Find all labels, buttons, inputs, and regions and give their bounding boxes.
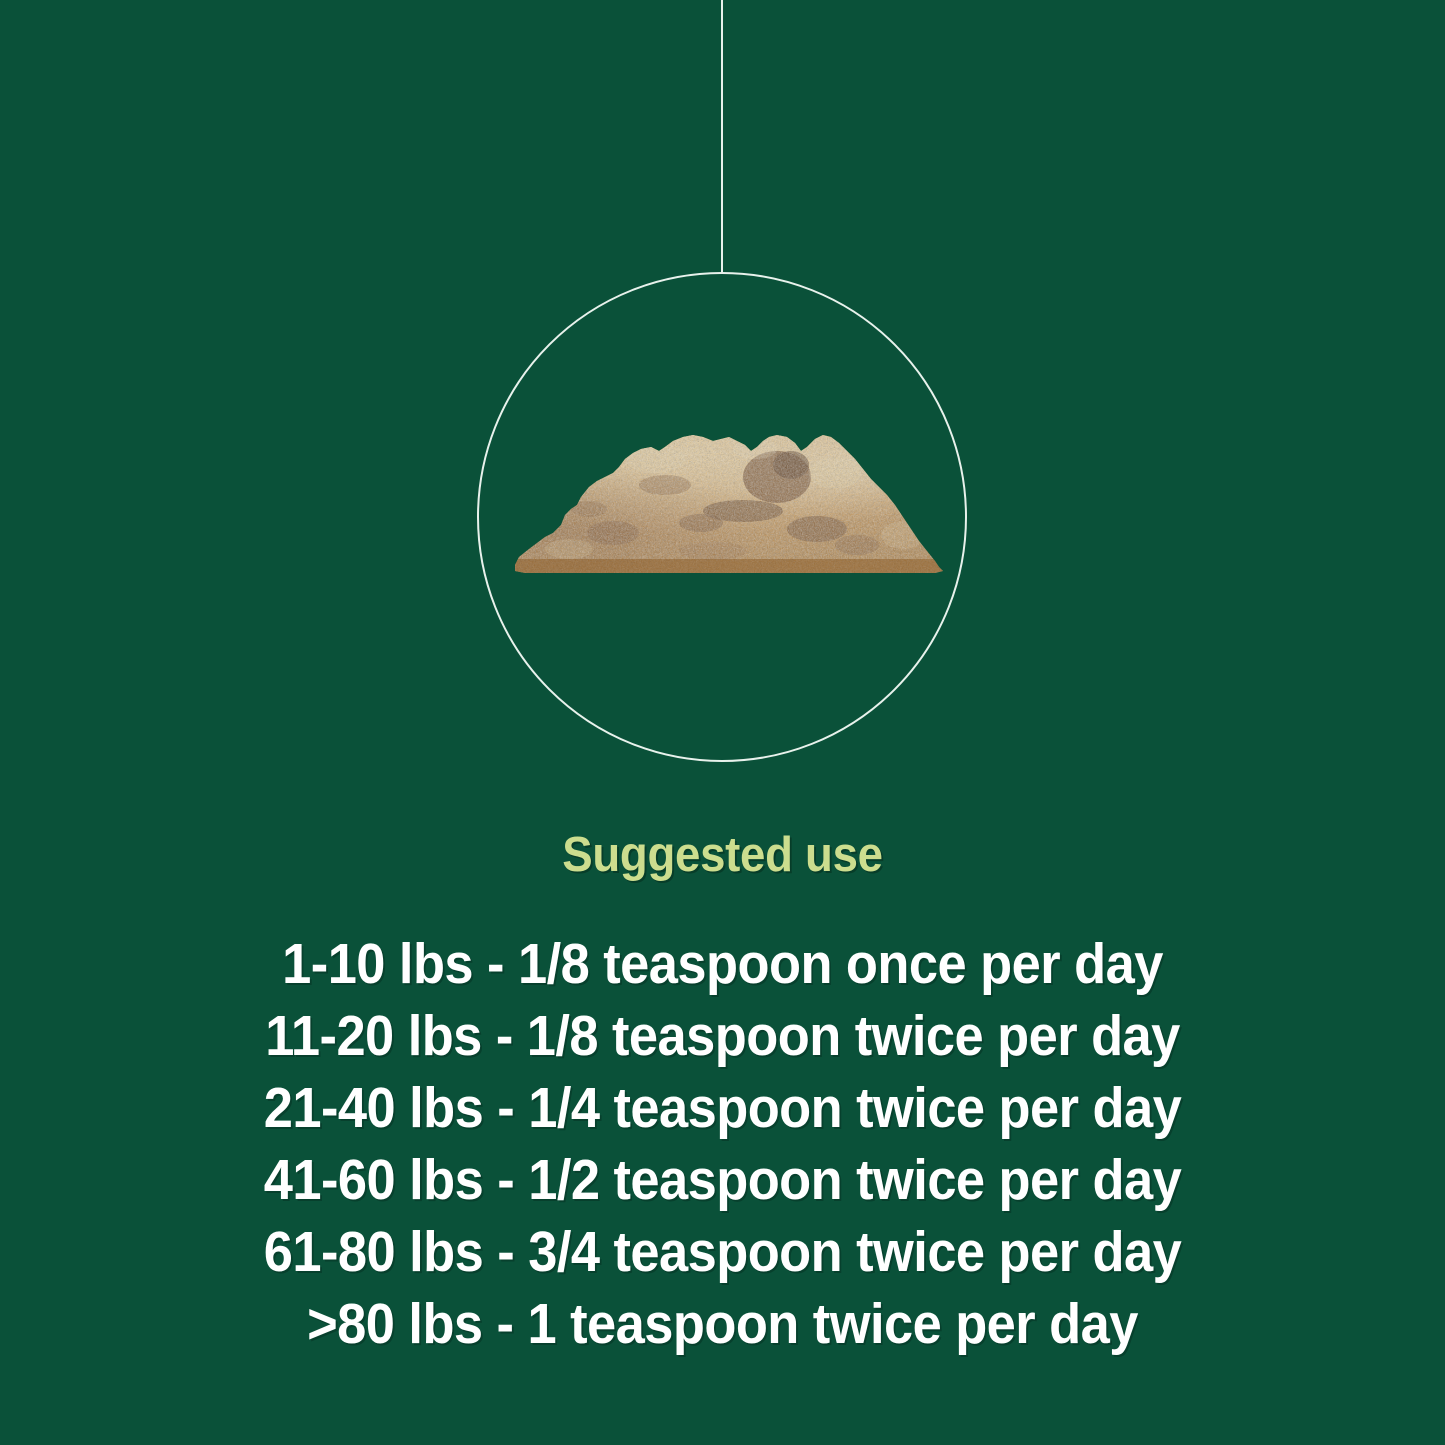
list-item: 1-10 lbs - 1/8 teaspoon once per day — [282, 932, 1163, 996]
magnifier-circle-icon — [477, 272, 967, 762]
page-title: Suggested use — [562, 828, 883, 882]
powder-pile-shape — [515, 435, 943, 573]
callout-connector-line — [721, 0, 723, 274]
list-item: 41-60 lbs - 1/2 teaspoon twice per day — [263, 1148, 1182, 1212]
list-item: 21-40 lbs - 1/4 teaspoon twice per day — [263, 1076, 1182, 1140]
list-item: >80 lbs - 1 teaspoon twice per day — [307, 1292, 1138, 1356]
list-item: 61-80 lbs - 3/4 teaspoon twice per day — [263, 1220, 1182, 1284]
dosage-list: 1-10 lbs - 1/8 teaspoon once per day 11-… — [0, 928, 1445, 1360]
list-item: 11-20 lbs - 1/8 teaspoon twice per day — [265, 1004, 1180, 1068]
powder-pile-image — [505, 425, 945, 575]
